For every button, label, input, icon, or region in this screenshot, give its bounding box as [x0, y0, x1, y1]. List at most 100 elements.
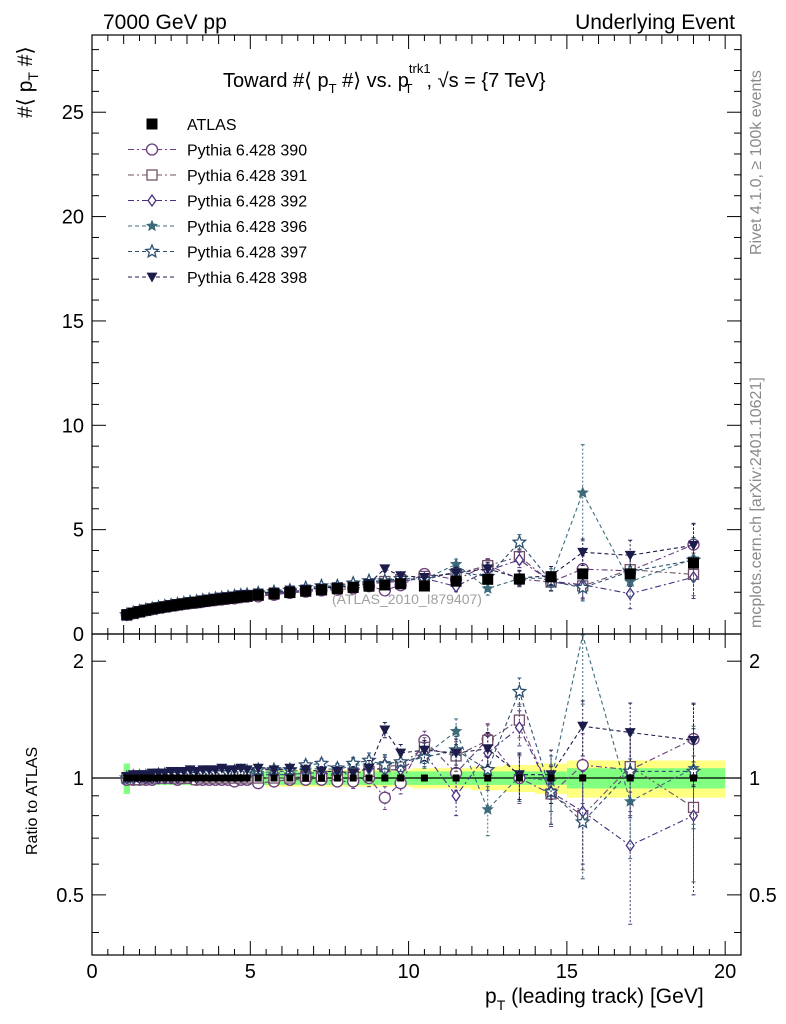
data-point: [241, 590, 253, 602]
ratio-panel: [91, 633, 742, 956]
series-pythia-6-428-397: [119, 534, 702, 622]
data-point: [395, 571, 407, 582]
ratio-data-point: [254, 774, 262, 782]
data-point: [378, 791, 391, 804]
data-point: [216, 593, 228, 605]
ratio-data-marks: [118, 634, 702, 925]
ratio-series-line: [126, 738, 694, 799]
data-point: [511, 683, 528, 699]
ratio-data-point: [302, 774, 310, 782]
data-point: [482, 744, 494, 755]
series-line: [126, 491, 694, 616]
ratio-data-point: [484, 774, 492, 782]
data-point: [688, 736, 700, 746]
data-point: [479, 761, 496, 777]
legend-label: Pythia 6.428 392: [187, 194, 307, 211]
legend-entry: Pythia 6.428 397: [128, 243, 307, 262]
data-point: [300, 585, 312, 597]
data-point: [395, 578, 407, 590]
data-point: [347, 581, 359, 593]
data-point: [331, 583, 343, 595]
x-tick-label: 15: [556, 961, 578, 983]
plot-title: Toward #⟨ pT #⟩ vs. ptrk1 T, √s = {7 TeV}: [223, 61, 546, 96]
data-point: [268, 765, 280, 776]
data-point: [133, 606, 145, 618]
ratio-tick-label: 1: [73, 768, 84, 790]
y-tick-label: 20: [62, 207, 84, 229]
data-point: [127, 607, 139, 619]
ratio-tick-label-right: 0.5: [749, 885, 777, 907]
data-point: [450, 568, 462, 579]
y-tick-label: 0: [73, 624, 84, 646]
data-point: [418, 745, 430, 756]
data-point: [284, 763, 296, 774]
data-point: [395, 748, 407, 759]
data-point: [379, 725, 391, 736]
data-point: [625, 838, 635, 853]
data-point: [622, 763, 639, 779]
data-point: [545, 571, 557, 583]
ratio-data-point: [186, 774, 194, 782]
data-point: [363, 580, 375, 592]
ratio-data-point: [123, 774, 131, 782]
ratio-data-point: [318, 774, 326, 782]
data-point: [625, 587, 635, 601]
data-point: [140, 604, 152, 616]
legend-label: Pythia 6.428 391: [187, 168, 307, 185]
ratio-data-point: [224, 774, 232, 782]
data-point: [418, 572, 430, 583]
data-point: [514, 553, 525, 567]
ratio-data-point: [515, 774, 523, 782]
data-point: [514, 720, 525, 735]
ratio-data-point: [243, 774, 251, 782]
data-point: [577, 568, 589, 580]
ratio-data-point: [173, 774, 181, 782]
ratio-data-point: [452, 774, 460, 782]
data-point: [574, 579, 591, 595]
data-point: [252, 763, 264, 774]
header-left: 7000 GeV pp: [103, 11, 227, 34]
data-point: [159, 601, 171, 613]
legend-entry: Pythia 6.428 391: [128, 168, 307, 185]
data-point: [361, 752, 377, 768]
ratio-y-axis-label: Ratio to ATLAS: [24, 747, 41, 855]
data-point: [178, 598, 190, 610]
data-point: [197, 595, 209, 607]
data-point: [418, 580, 430, 592]
analysis-watermark: (ATLAS_2010_I879407): [332, 591, 482, 607]
data-point: [576, 758, 589, 772]
data-point: [449, 724, 463, 737]
main-data-marks: [119, 444, 702, 622]
ratio-data-point: [397, 774, 405, 782]
data-point: [688, 557, 700, 569]
ratio-data-point: [420, 774, 428, 782]
data-point: [222, 592, 234, 604]
legend-label: Pythia 6.428 398: [187, 270, 307, 287]
ratio-tick-label: 2: [73, 651, 84, 673]
x-tick-label: 0: [86, 961, 97, 983]
ratio-data-point: [211, 774, 219, 782]
legend-label: Pythia 6.428 396: [187, 219, 307, 236]
data-point: [241, 765, 253, 776]
data-point: [450, 575, 462, 587]
ratio-tick-label-right: 1: [749, 768, 760, 790]
data-point: [144, 243, 160, 259]
ratio-data-point: [154, 774, 162, 782]
legend-label: ATLAS: [187, 117, 237, 134]
ratio-series-atlas: [123, 774, 698, 782]
y-tick-label: 25: [62, 102, 84, 124]
data-point: [624, 728, 636, 739]
data-point: [171, 599, 183, 611]
ratio-data-point: [547, 774, 555, 782]
data-point: [190, 596, 202, 608]
legend-entry: Pythia 6.428 396: [128, 219, 307, 236]
ratio-data-point: [365, 774, 373, 782]
ratio-data-point: [237, 774, 245, 782]
ratio-data-point: [230, 774, 238, 782]
data-point: [379, 579, 391, 591]
y-tick-label: 15: [62, 311, 84, 333]
x-tick-label: 10: [397, 961, 419, 983]
ratio-data-point: [192, 774, 200, 782]
mcplots-credit-label: mcplots.cern.ch [arXiv:2401.10621]: [748, 377, 765, 628]
